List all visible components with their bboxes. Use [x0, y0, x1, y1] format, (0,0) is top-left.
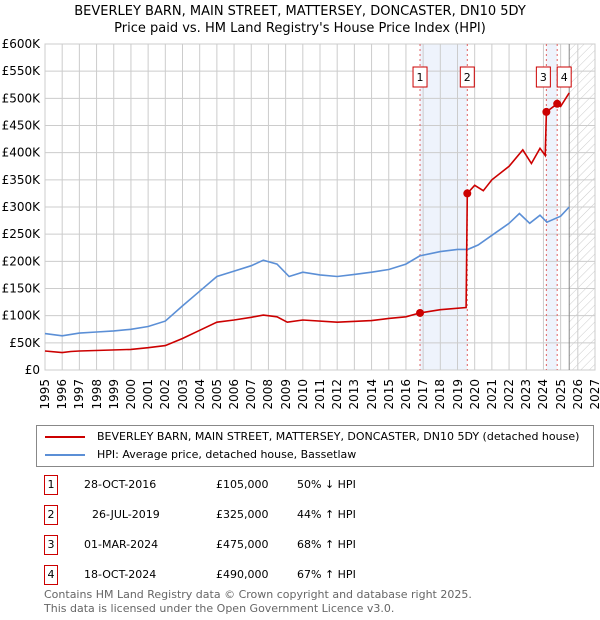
footer-line: This data is licensed under the Open Gov… — [44, 602, 395, 615]
x-tick-label: 2011 — [313, 379, 327, 410]
legend-swatch-hpi — [45, 454, 85, 456]
hpi-line — [44, 206, 570, 337]
sale-point — [553, 99, 562, 108]
x-tick-label: 2026 — [570, 379, 585, 410]
y-tick-label: £50K — [9, 336, 41, 350]
sale-marker-label: 4 — [561, 71, 568, 84]
legend-property: BEVERLEY BARN, MAIN STREET, MATTERSEY, D… — [97, 430, 580, 443]
y-tick-label: £300K — [2, 200, 42, 214]
x-tick-label: 2006 — [227, 379, 242, 410]
x-tick-label: 2002 — [158, 379, 173, 410]
y-tick-label: £500K — [2, 91, 42, 105]
x-tick-label: 2027 — [588, 379, 600, 410]
x-tick-label: 2023 — [519, 379, 534, 410]
sale-point — [542, 107, 551, 116]
x-tick-label: 1996 — [55, 379, 70, 410]
x-tick-label: 1998 — [89, 379, 104, 410]
x-tick-label: 2022 — [502, 379, 517, 410]
x-tick-label: 2004 — [192, 379, 207, 410]
x-tick-label: 2008 — [261, 379, 276, 410]
x-tick-label: 2000 — [123, 379, 138, 410]
x-tick-label: 2019 — [450, 379, 465, 410]
x-tick-label: 2018 — [433, 379, 448, 410]
sale-marker-label: 3 — [540, 71, 547, 84]
x-tick-label: 2016 — [398, 379, 413, 410]
sale-hpi-diff: 68% ↑ HPI — [297, 538, 356, 551]
sale-date: 26-JUL-2019 — [92, 508, 160, 521]
sale-marker-label: 4 — [44, 565, 58, 585]
sale-marker-box — [535, 66, 551, 88]
y-tick-label: £100K — [2, 309, 42, 323]
sale-marker-label: 1 — [44, 475, 58, 495]
y-tick-label: £600K — [2, 37, 42, 51]
sale-marker-label: 3 — [44, 535, 58, 555]
x-tick-label: 2025 — [553, 379, 568, 410]
x-tick-label: 2013 — [347, 379, 362, 410]
legend: BEVERLEY BARN, MAIN STREET, MATTERSEY, D… — [36, 425, 594, 467]
sale-point — [416, 308, 425, 317]
sale-marker-box — [459, 66, 475, 88]
y-tick-label: £400K — [2, 146, 42, 160]
x-tick-label: 2003 — [175, 379, 190, 410]
price-chart: £0 £50K £100K £150K £200K £250K £300K £350K £400… — [2, 37, 596, 377]
x-tick-label: 2012 — [330, 379, 345, 410]
property-price-line — [44, 92, 570, 354]
sale-price: £325,000 — [216, 508, 269, 521]
y-tick-label: £450K — [2, 119, 42, 133]
y-tick-label: £550K — [2, 64, 42, 78]
x-tick-label: 1997 — [72, 379, 87, 410]
x-tick-label: 2005 — [209, 379, 224, 410]
chart-subtitle: Price paid vs. HM Land Registry's House … — [114, 21, 486, 36]
sale-price: £475,000 — [216, 538, 269, 551]
x-tick-label: 2009 — [278, 379, 293, 410]
sale-hpi-diff: 44% ↑ HPI — [297, 508, 356, 521]
sale-marker-label: 1 — [417, 71, 424, 84]
sale-hpi-diff: 67% ↑ HPI — [297, 568, 356, 581]
sale-marker-box — [556, 66, 572, 88]
x-tick-label: 2024 — [536, 379, 551, 410]
footer: Contains HM Land Registry data © Crown c… — [44, 588, 472, 616]
x-tick-label: 1995 — [38, 379, 52, 410]
x-tick-label: 2017 — [416, 379, 431, 410]
sale-date: 28-OCT-2016 — [84, 478, 157, 491]
x-tick-label: 2007 — [244, 379, 259, 410]
plot-border — [44, 43, 596, 371]
y-tick-label: £250K — [2, 227, 42, 241]
y-tick-label: £150K — [2, 282, 42, 296]
y-tick-label: £350K — [2, 173, 42, 187]
legend-hpi: HPI: Average price, detached house, Bass… — [97, 448, 357, 461]
sale-date: 18-OCT-2024 — [84, 568, 157, 581]
sale-marker-box — [412, 66, 428, 88]
footer-line: Contains HM Land Registry data © Crown c… — [44, 588, 472, 601]
x-tick-label: 2021 — [484, 379, 499, 410]
x-tick-label: 2020 — [467, 379, 482, 410]
sale-point — [463, 189, 472, 198]
sale-date: 01-MAR-2024 — [84, 538, 159, 551]
x-tick-label: 2014 — [364, 379, 379, 410]
sale-marker-label: 2 — [44, 505, 58, 525]
legend-swatch-property — [45, 436, 85, 438]
x-tick-label: 2001 — [141, 379, 156, 410]
sale-marker-label: 2 — [464, 71, 471, 84]
sale-price: £490,000 — [216, 568, 269, 581]
y-tick-label: £0 — [25, 363, 40, 377]
x-tick-label: 1999 — [106, 379, 121, 410]
x-tick-label: 2015 — [381, 379, 396, 410]
sale-price: £105,000 — [216, 478, 269, 491]
sale-hpi-diff: 50% ↓ HPI — [297, 478, 356, 491]
x-tick-label: 2010 — [295, 379, 310, 410]
chart-title: BEVERLEY BARN, MAIN STREET, MATTERSEY, D… — [74, 4, 526, 19]
y-tick-label: £200K — [2, 254, 42, 268]
